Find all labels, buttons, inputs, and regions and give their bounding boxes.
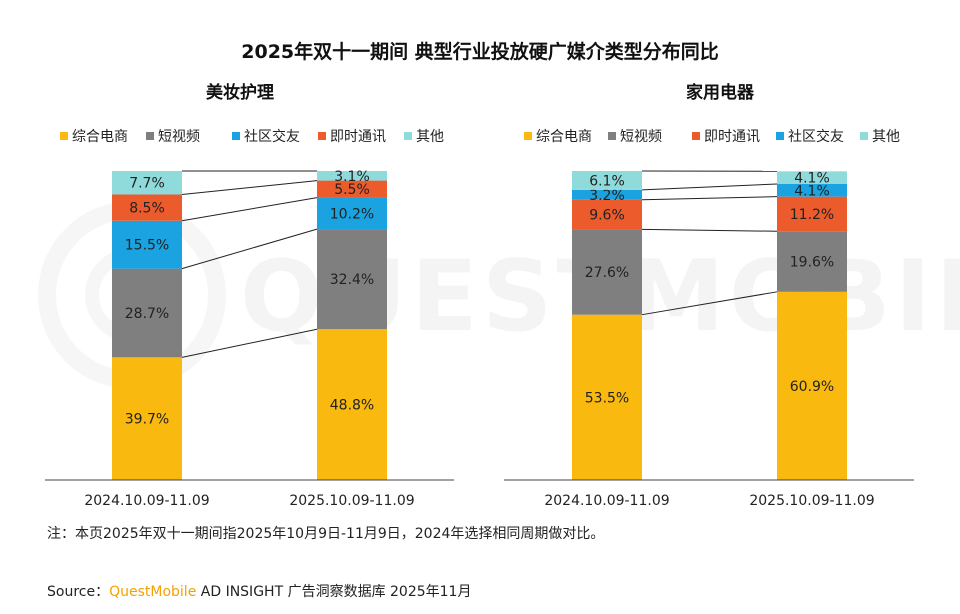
data-label: 5.5% [334,182,370,198]
data-label: 3.2% [589,188,625,204]
data-label: 11.2% [790,207,834,223]
data-label: 27.6% [585,265,629,281]
bar-segment [777,291,847,480]
legend-swatch [608,132,616,140]
bar-segment [777,183,847,197]
legend-label: 即时通讯 [330,129,386,145]
legend-label: 综合电商 [72,129,128,145]
legend-swatch [860,132,868,140]
category-label: 2024.10.09-11.09 [84,493,209,509]
source-brand: QuestMobile [109,584,197,600]
bar-segment [777,231,847,292]
bar-segment [572,229,642,315]
bar-segment [777,171,847,184]
panel-title: 家用电器 [686,82,755,103]
bar-segment [112,268,182,358]
category-label: 2025.10.09-11.09 [289,493,414,509]
legend-swatch [692,132,700,140]
legend-swatch [404,132,412,140]
data-label: 48.8% [330,398,374,414]
connector-line [641,228,778,232]
bar-segment [112,171,182,195]
category-label: 2025.10.09-11.09 [749,493,874,509]
chart-title: 2025年双十一期间 典型行业投放硬广媒介类型分布同比 [241,40,719,63]
data-label: 3.1% [334,169,370,185]
connector-line [181,197,318,222]
data-label: 10.2% [330,206,374,222]
data-label: 60.9% [790,379,834,395]
data-label: 9.6% [589,208,625,224]
data-label: 6.1% [589,173,625,189]
legend-label: 其他 [872,129,900,145]
data-label: 39.7% [125,412,169,428]
data-label: 4.1% [794,171,830,187]
data-label: 28.7% [125,306,169,322]
legend-label: 即时通讯 [704,129,760,145]
connector-line [641,183,778,191]
legend-swatch [232,132,240,140]
bar-segment [317,171,387,181]
data-label: 19.6% [790,255,834,271]
legend-label: 综合电商 [536,129,592,145]
connector-line [181,180,318,195]
connector-line [641,291,778,316]
legend-swatch [524,132,532,140]
footnote: 注：本页2025年双十一期间指2025年10月9日-11月9日，2024年选择相… [47,526,605,542]
bar-segment [317,197,387,230]
bar-segment [572,314,642,480]
legend-swatch [776,132,784,140]
legend-label: 短视频 [620,129,662,145]
legend-label: 社区交友 [788,128,844,145]
bar-segment [112,357,182,480]
bar-segment [317,329,387,480]
bar-segment [317,180,387,198]
connector-line [181,328,318,358]
bar-segment [317,229,387,330]
data-label: 8.5% [129,201,165,217]
legend-swatch [60,132,68,140]
source-rest: AD INSIGHT 广告洞察数据库 2025年11月 [196,584,472,600]
bar-segment [112,194,182,221]
data-label: 7.7% [129,176,165,192]
data-label: 4.1% [794,183,830,199]
bar-segment [572,199,642,230]
data-label: 32.4% [330,272,374,288]
bar-segment [572,171,642,190]
legend-swatch [318,132,326,140]
connector-line [181,228,318,270]
data-label: 53.5% [585,390,629,406]
panel-title: 美妆护理 [206,82,274,103]
legend-label: 短视频 [158,129,200,145]
bar-segment [112,220,182,269]
source-line: Source：QuestMobile AD INSIGHT 广告洞察数据库 20… [47,581,471,601]
legend-label: 其他 [416,129,444,145]
connector-line [641,196,778,201]
legend-swatch [146,132,154,140]
bar-segment [572,189,642,200]
source-label: Source： [47,584,110,600]
legend-label: 社区交友 [244,128,300,145]
bar-segment [777,196,847,232]
category-label: 2024.10.09-11.09 [544,493,669,509]
data-label: 15.5% [125,238,169,254]
